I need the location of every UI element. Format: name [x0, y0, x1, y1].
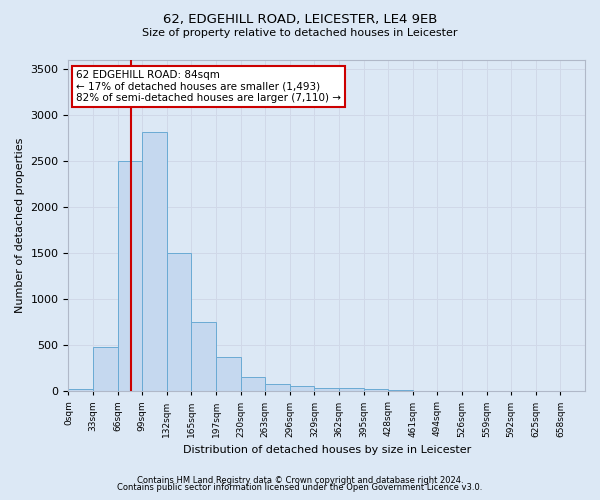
Bar	[167, 253, 191, 392]
Text: Contains public sector information licensed under the Open Government Licence v3: Contains public sector information licen…	[118, 484, 482, 492]
Bar	[290, 386, 314, 392]
Text: Contains HM Land Registry data © Crown copyright and database right 2024.: Contains HM Land Registry data © Crown c…	[137, 476, 463, 485]
Bar	[68, 389, 93, 392]
Bar	[142, 132, 167, 392]
Bar	[388, 390, 413, 392]
Bar	[93, 347, 118, 392]
Bar	[216, 357, 241, 392]
Bar	[339, 388, 364, 392]
Text: 62 EDGEHILL ROAD: 84sqm
← 17% of detached houses are smaller (1,493)
82% of semi: 62 EDGEHILL ROAD: 84sqm ← 17% of detache…	[76, 70, 341, 103]
Text: Size of property relative to detached houses in Leicester: Size of property relative to detached ho…	[142, 28, 458, 38]
Bar	[191, 322, 216, 392]
Bar	[364, 390, 388, 392]
X-axis label: Distribution of detached houses by size in Leicester: Distribution of detached houses by size …	[182, 445, 471, 455]
Bar	[241, 378, 265, 392]
Bar	[118, 161, 142, 392]
Bar	[265, 384, 290, 392]
Y-axis label: Number of detached properties: Number of detached properties	[15, 138, 25, 314]
Bar	[314, 388, 339, 392]
Text: 62, EDGEHILL ROAD, LEICESTER, LE4 9EB: 62, EDGEHILL ROAD, LEICESTER, LE4 9EB	[163, 12, 437, 26]
